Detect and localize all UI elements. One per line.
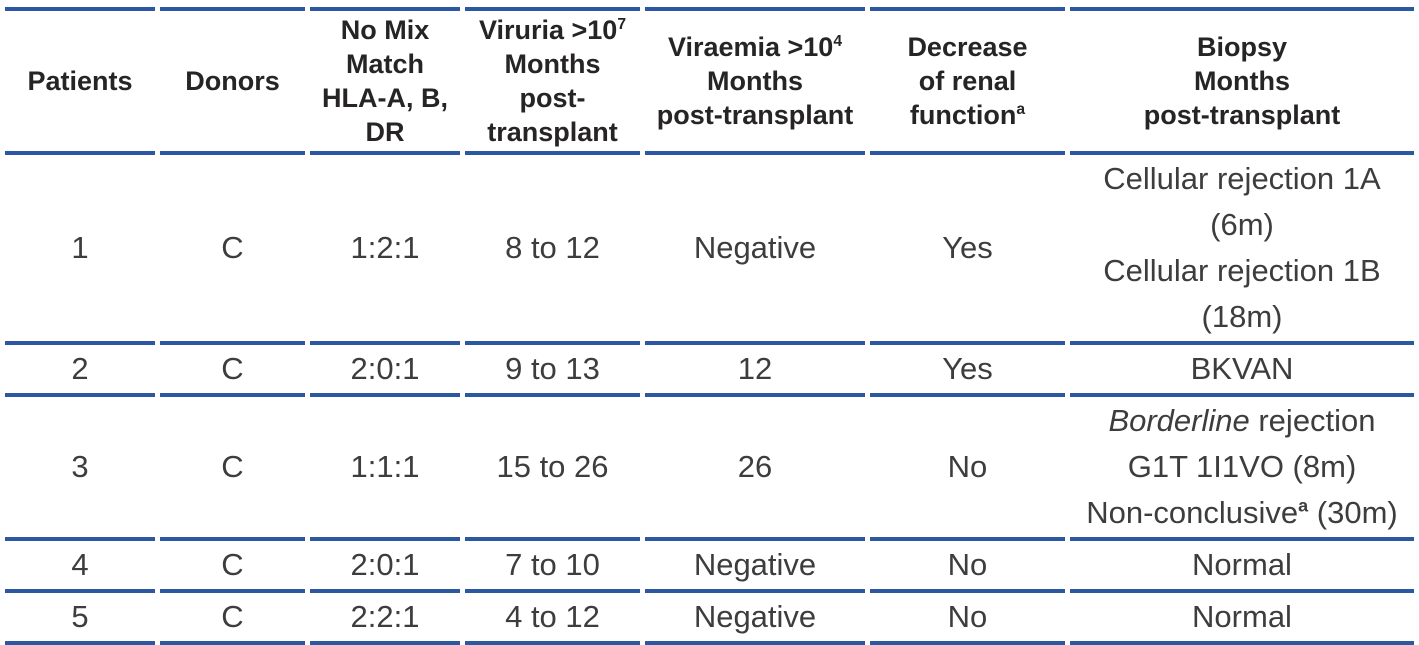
superscript-marker: a (1016, 101, 1026, 118)
cell-viraemia-row1: Negative (645, 155, 865, 345)
cell-viraemia-row3: 26 (645, 397, 865, 541)
cell-donors-row5: C (160, 593, 305, 645)
cell-viraemia-row5: Negative (645, 593, 865, 645)
cell-biopsy-row2: BKVAN (1070, 345, 1414, 397)
cell-viruria-row1: 8 to 12 (465, 155, 640, 345)
cell-mismatch-row1: 1:2:1 (310, 155, 460, 345)
cell-donors-row4: C (160, 541, 305, 593)
cell-donors-row2: C (160, 345, 305, 397)
header-row: Patients Donors No Mix Match HLA-A, B, DR V… (5, 7, 1414, 155)
column-header-patients: Patients (5, 7, 155, 155)
cell-patients-row3: 3 (5, 397, 155, 541)
table-row-3: 3 C 1:1:1 15 to 26 26 No Borderline rejection … (5, 397, 1414, 541)
cell-biopsy-row1: Cellular rejection 1A (6m) Cellular reje… (1070, 155, 1414, 345)
cell-patients-row1: 1 (5, 155, 155, 345)
table-row-2: 2 C 2:0:1 9 to 13 12 Yes BKVAN (5, 345, 1414, 397)
cell-renal-function-row5: No (870, 593, 1065, 645)
cell-viruria-row2: 9 to 13 (465, 345, 640, 397)
cell-viraemia-row2: 12 (645, 345, 865, 397)
superscript-marker: a (1298, 495, 1309, 516)
cell-donors-row1: C (160, 155, 305, 345)
superscript-marker: 4 (833, 33, 843, 50)
cell-renal-function-row1: Yes (870, 155, 1065, 345)
column-header-biopsy: Biopsy Months post-transplant (1070, 7, 1414, 155)
cell-viruria-row3: 15 to 26 (465, 397, 640, 541)
cell-mismatch-row2: 2:0:1 (310, 345, 460, 397)
cell-viraemia-row4: Negative (645, 541, 865, 593)
cell-patients-row5: 5 (5, 593, 155, 645)
column-header-viraemia: Viraemia >104 Months post-transplant (645, 7, 865, 155)
cell-viruria-row5: 4 to 12 (465, 593, 640, 645)
cell-mismatch-row4: 2:0:1 (310, 541, 460, 593)
cell-mismatch-row3: 1:1:1 (310, 397, 460, 541)
cell-donors-row3: C (160, 397, 305, 541)
table-header: Patients Donors No Mix Match HLA-A, B, DR V… (5, 7, 1414, 155)
cell-biopsy-row4: Normal (1070, 541, 1414, 593)
table-row-4: 4 C 2:0:1 7 to 10 Negative No Normal (5, 541, 1414, 593)
cell-viruria-row4: 7 to 10 (465, 541, 640, 593)
cell-renal-function-row4: No (870, 541, 1065, 593)
column-header-donors: Donors (160, 7, 305, 155)
table-row-5: 5 C 2:2:1 4 to 12 Negative No Normal (5, 593, 1414, 645)
patient-transplant-table: Patients Donors No Mix Match HLA-A, B, DR V… (0, 7, 1419, 645)
table-body: 1 C 1:2:1 8 to 12 Negative Yes Cellular reject… (5, 155, 1414, 645)
cell-mismatch-row5: 2:2:1 (310, 593, 460, 645)
cell-renal-function-row3: No (870, 397, 1065, 541)
column-header-viruria: Viruria >107 Months post- transplant (465, 7, 640, 155)
cell-biopsy-row5: Normal (1070, 593, 1414, 645)
cell-renal-function-row2: Yes (870, 345, 1065, 397)
cell-biopsy-row3: Borderline rejection G1T 1I1VO (8m) Non-… (1070, 397, 1414, 541)
table-row-1: 1 C 1:2:1 8 to 12 Negative Yes Cellular reject… (5, 155, 1414, 345)
column-header-renal-function: Decrease of renal functiona (870, 7, 1065, 155)
cell-patients-row2: 2 (5, 345, 155, 397)
column-header-mismatch: No Mix Match HLA-A, B, DR (310, 7, 460, 155)
cell-patients-row4: 4 (5, 541, 155, 593)
superscript-marker: 7 (617, 16, 627, 33)
italic-text: Borderline (1108, 403, 1250, 438)
